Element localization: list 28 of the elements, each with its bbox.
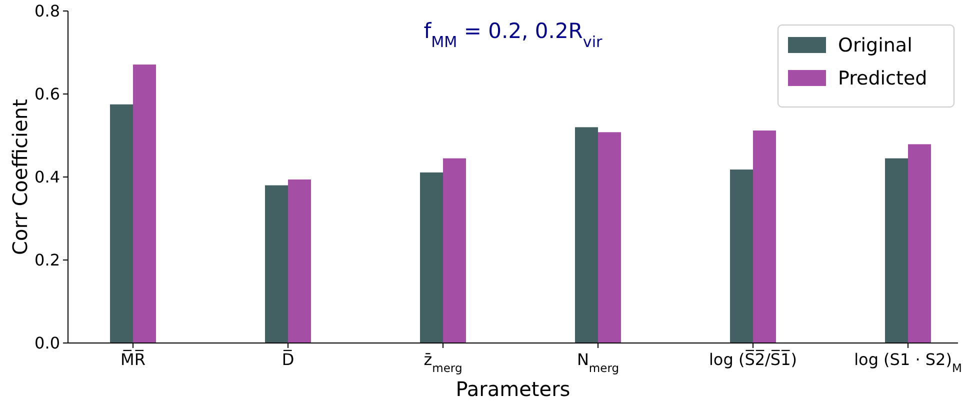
bar [420,172,443,343]
bar [753,130,776,343]
bar [575,127,598,343]
bar [133,64,156,343]
x-tick-label: N$_{merg}$ [576,350,620,375]
y-axis-title: Corr Coefficient [8,98,32,255]
x-tick-label: z̄$_{merg}$ [424,350,462,375]
bar [885,158,908,343]
legend-label: Predicted [838,68,928,90]
legend-label: Original [838,34,912,57]
y-tick-label: 0.2 [34,250,60,270]
y-tick-label: 0.0 [34,334,60,353]
bar [908,144,931,343]
y-tick-label: 0.6 [34,84,60,104]
x-tick-label: log (S̅2̅/S̅1̅) [708,349,798,369]
x-tick-label: log (S1 · S2)$_{M}$ [854,350,962,375]
bar [443,158,466,343]
text: f$_{MM}$ = 0.2, 0.2R$_{vir}$ [424,19,604,51]
bar [265,185,288,343]
x-tick-label: D̅ [282,349,294,369]
y-tick-label: 0.4 [34,168,60,187]
bar [730,170,753,343]
bar [288,179,311,343]
x-tick-label: M̅R̅ [120,349,146,369]
x-axis-title: Parameters [456,377,570,401]
y-tick-label: 0.8 [34,2,60,21]
bar [110,104,133,343]
bar [598,132,621,343]
